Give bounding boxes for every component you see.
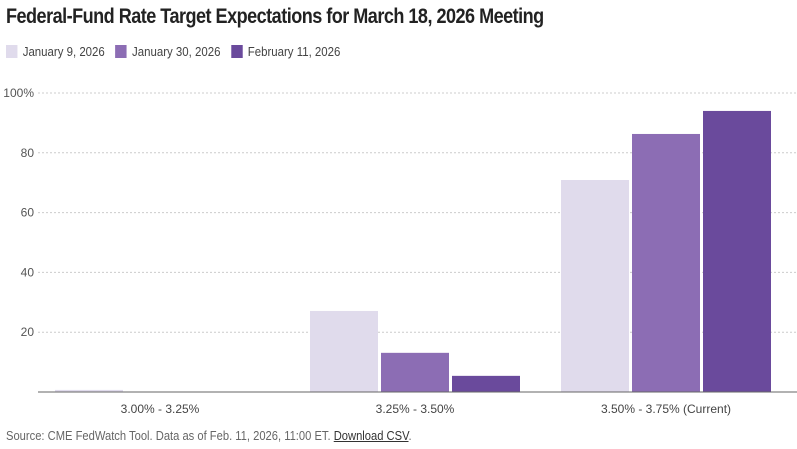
x-tick-label: 3.00% - 3.25% — [121, 402, 200, 416]
bar — [310, 310, 378, 392]
bar-chart: 20 40 60 80 100% 3.00% - 3.25% 3.25% - 3.50% 3.… — [3, 86, 797, 416]
source-note: Source: CME FedWatch Tool. Data as of Fe… — [6, 428, 412, 443]
bar — [381, 352, 449, 392]
x-tick-label: 3.50% - 3.75% (Current) — [601, 402, 731, 416]
y-tick-label: 100% — [3, 86, 34, 100]
y-tick-label: 20 — [21, 325, 35, 339]
legend-swatch — [231, 45, 243, 58]
legend-label: January 9, 2026 — [22, 44, 105, 59]
legend-item: January 9, 2026 — [6, 44, 105, 59]
legend-label: February 11, 2026 — [247, 44, 341, 59]
download-csv-link[interactable]: Download CSV — [333, 428, 409, 443]
y-tick-label: 60 — [21, 206, 35, 220]
legend: January 9, 2026 January 30, 2026 Februar… — [6, 44, 340, 59]
y-tick-label: 80 — [21, 146, 35, 160]
legend-item: January 30, 2026 — [115, 44, 220, 59]
y-tick-label: 40 — [21, 265, 35, 279]
bar — [561, 180, 629, 392]
legend-swatch — [115, 45, 127, 58]
source-text: Source: CME FedWatch Tool. Data as of Fe… — [6, 428, 331, 443]
legend-item: February 11, 2026 — [231, 44, 340, 59]
bar — [632, 133, 700, 392]
chart-title: Federal-Fund Rate Target Expectations fo… — [6, 5, 544, 28]
bar — [452, 375, 520, 392]
x-tick-label: 3.25% - 3.50% — [376, 402, 455, 416]
bar — [703, 110, 771, 392]
legend-swatch — [6, 45, 18, 58]
legend-label: January 30, 2026 — [132, 44, 221, 59]
bar — [55, 389, 123, 392]
